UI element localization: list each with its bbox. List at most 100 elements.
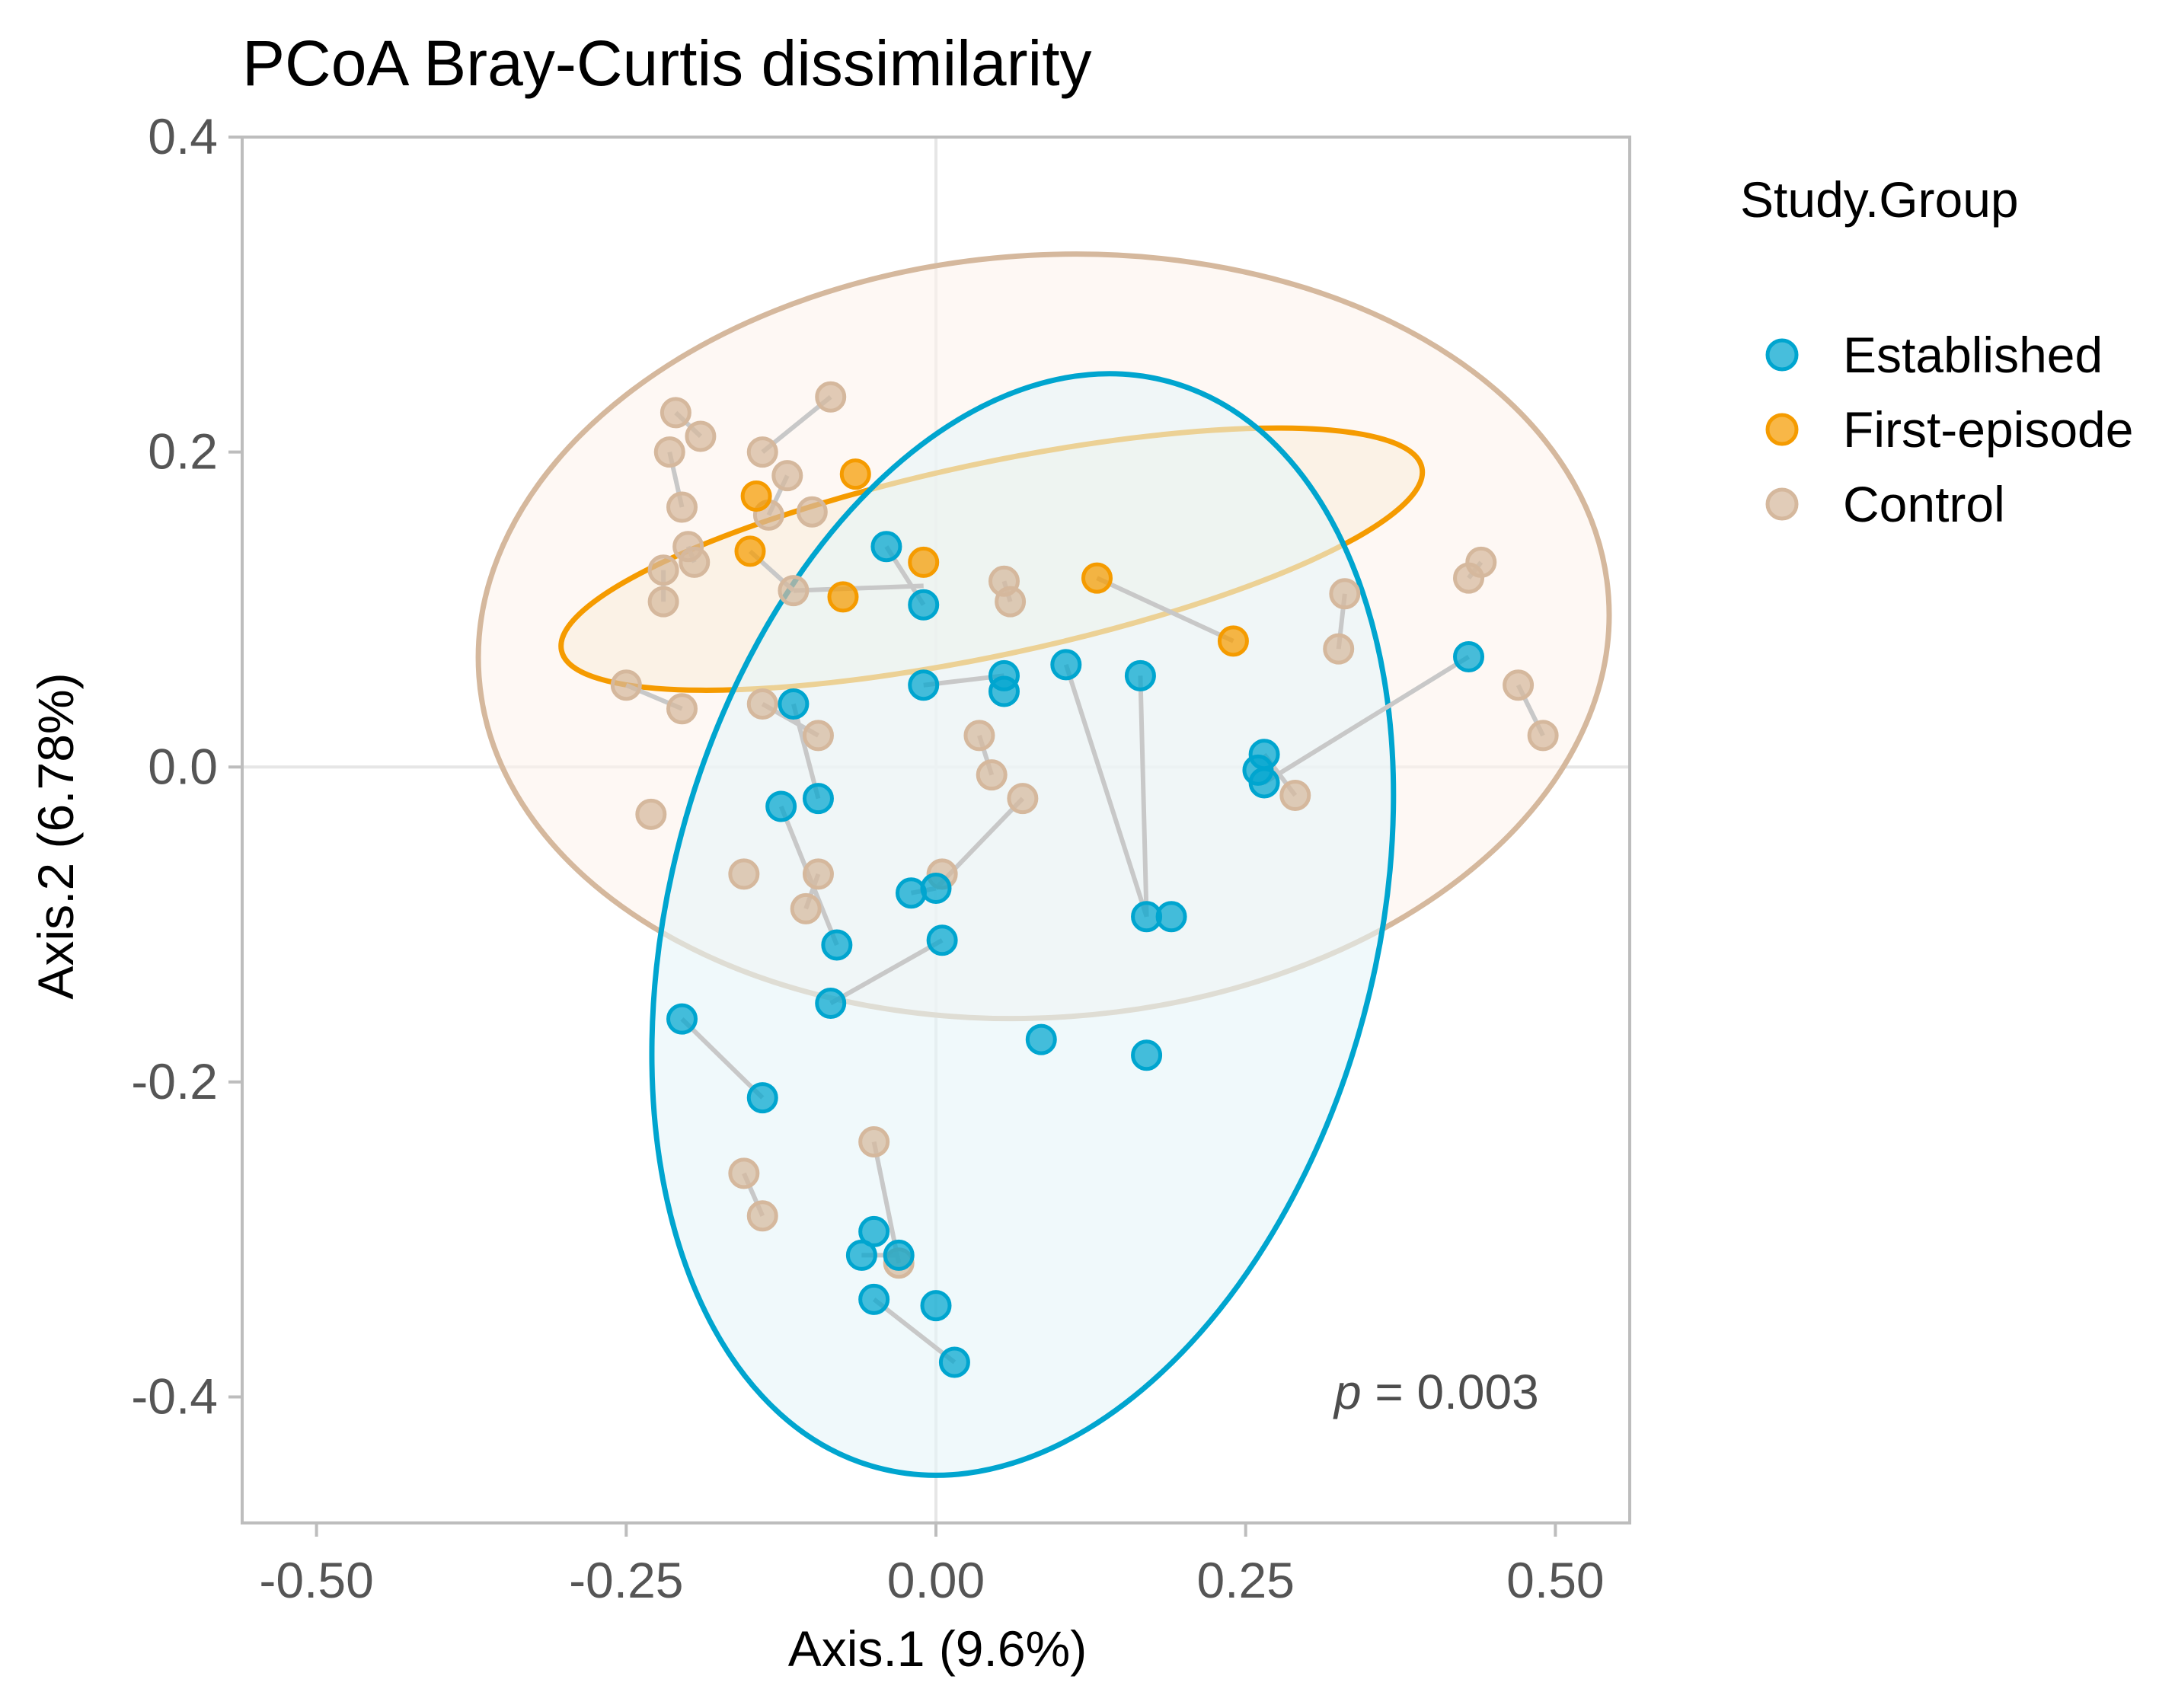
point-established (870, 531, 902, 563)
point-established (1025, 1023, 1057, 1055)
y-tick-label: -0.4 (131, 1368, 218, 1425)
y-tick-label: 0.2 (148, 423, 218, 480)
legend-swatch-established (1765, 338, 1799, 372)
point-control (1279, 780, 1311, 811)
point-first-episode (839, 458, 871, 490)
point-control (1465, 546, 1497, 578)
x-tick-label: 0.25 (1196, 1552, 1294, 1608)
point-established (666, 1003, 698, 1035)
point-established (926, 924, 958, 956)
point-first-episode (1081, 562, 1113, 594)
point-first-episode (734, 535, 766, 567)
x-tick-label: 0.00 (887, 1552, 985, 1608)
pair-link (872, 1297, 957, 1365)
point-established (778, 688, 810, 720)
point-control (728, 858, 760, 890)
point-control (685, 420, 717, 452)
p-symbol: p (1333, 1365, 1362, 1419)
point-established (746, 1082, 778, 1114)
point-established (821, 929, 853, 961)
pair-link (1138, 675, 1149, 917)
point-established (1131, 1039, 1163, 1071)
data-points (610, 381, 1559, 1378)
point-control (610, 669, 642, 701)
legend: Study.Group Established First-episode Cont… (1740, 171, 2133, 532)
legend-swatch-control (1765, 487, 1799, 521)
point-established (1155, 901, 1187, 933)
y-axis-ticks: -0.4 -0.2 0.0 0.2 0.4 (131, 108, 242, 1425)
y-tick-label: 0.4 (148, 108, 218, 164)
point-control (1503, 669, 1535, 701)
point-control (790, 892, 822, 924)
legend-label-established: Established (1843, 327, 2103, 383)
point-established (920, 873, 952, 905)
point-established (858, 1215, 890, 1247)
point-control (728, 1157, 760, 1189)
point-established (883, 1239, 915, 1271)
point-established (845, 1239, 877, 1271)
ellipse-established (649, 371, 1397, 1478)
x-axis-ticks: -0.50 -0.25 0.00 0.25 0.50 (259, 1523, 1605, 1608)
point-control (858, 1126, 890, 1157)
point-first-episode (908, 546, 940, 578)
point-control (746, 688, 778, 720)
x-axis-label: Axis.1 (9.6%) (788, 1620, 1087, 1677)
y-tick-label: -0.2 (131, 1053, 218, 1109)
point-established (988, 675, 1020, 707)
p-value-annotation: p = 0.003 (1333, 1365, 1539, 1419)
point-established (765, 790, 797, 822)
x-tick-label: -0.25 (569, 1552, 683, 1608)
y-tick-label: 0.0 (148, 738, 218, 794)
point-established (858, 1283, 890, 1315)
point-control (802, 720, 834, 752)
point-control (815, 381, 847, 413)
point-established (1050, 649, 1082, 681)
point-control (1329, 578, 1361, 610)
pair-link (793, 583, 924, 593)
pair-link (1063, 663, 1149, 918)
legend-title: Study.Group (1740, 171, 2019, 228)
point-control (647, 554, 679, 586)
point-control (647, 586, 679, 618)
pair-link (1096, 576, 1234, 643)
point-control (1007, 783, 1039, 815)
point-first-episode (1217, 625, 1249, 657)
x-tick-label: 0.50 (1506, 1552, 1604, 1608)
point-control (802, 858, 834, 890)
pair-link (829, 938, 944, 1006)
point-control (995, 586, 1027, 618)
pair-link (1263, 654, 1471, 785)
legend-label-control: Control (1843, 476, 2005, 532)
point-control (746, 1200, 778, 1232)
point-control (976, 759, 1008, 791)
point-control (771, 460, 803, 492)
point-control (635, 798, 667, 830)
point-control (1527, 720, 1559, 752)
legend-label-first-episode: First-episode (1843, 401, 2133, 458)
point-established (938, 1346, 970, 1378)
point-first-episode (740, 480, 772, 512)
point-established (920, 1290, 952, 1322)
legend-swatch-first-episode (1765, 413, 1799, 446)
p-value-text: = 0.003 (1362, 1365, 1539, 1419)
point-established (908, 669, 940, 701)
point-established (895, 877, 927, 909)
point-established (802, 783, 834, 815)
point-established (815, 988, 847, 1019)
point-control (653, 436, 685, 468)
point-first-episode (827, 581, 859, 613)
chart-title: PCoA Bray-Curtis dissimilarity (242, 27, 1092, 99)
point-control (796, 496, 828, 528)
point-established (1124, 659, 1156, 691)
y-axis-label: Axis.2 (6.78%) (27, 672, 84, 999)
pair-link (680, 1017, 765, 1100)
legend-items: Established First-episode Control (1765, 327, 2133, 532)
point-control (746, 436, 778, 468)
point-established (1248, 767, 1280, 799)
point-control (778, 575, 810, 607)
pair-links (625, 394, 1545, 1365)
point-control (660, 397, 691, 429)
pair-link (791, 703, 821, 800)
point-control (679, 546, 711, 578)
